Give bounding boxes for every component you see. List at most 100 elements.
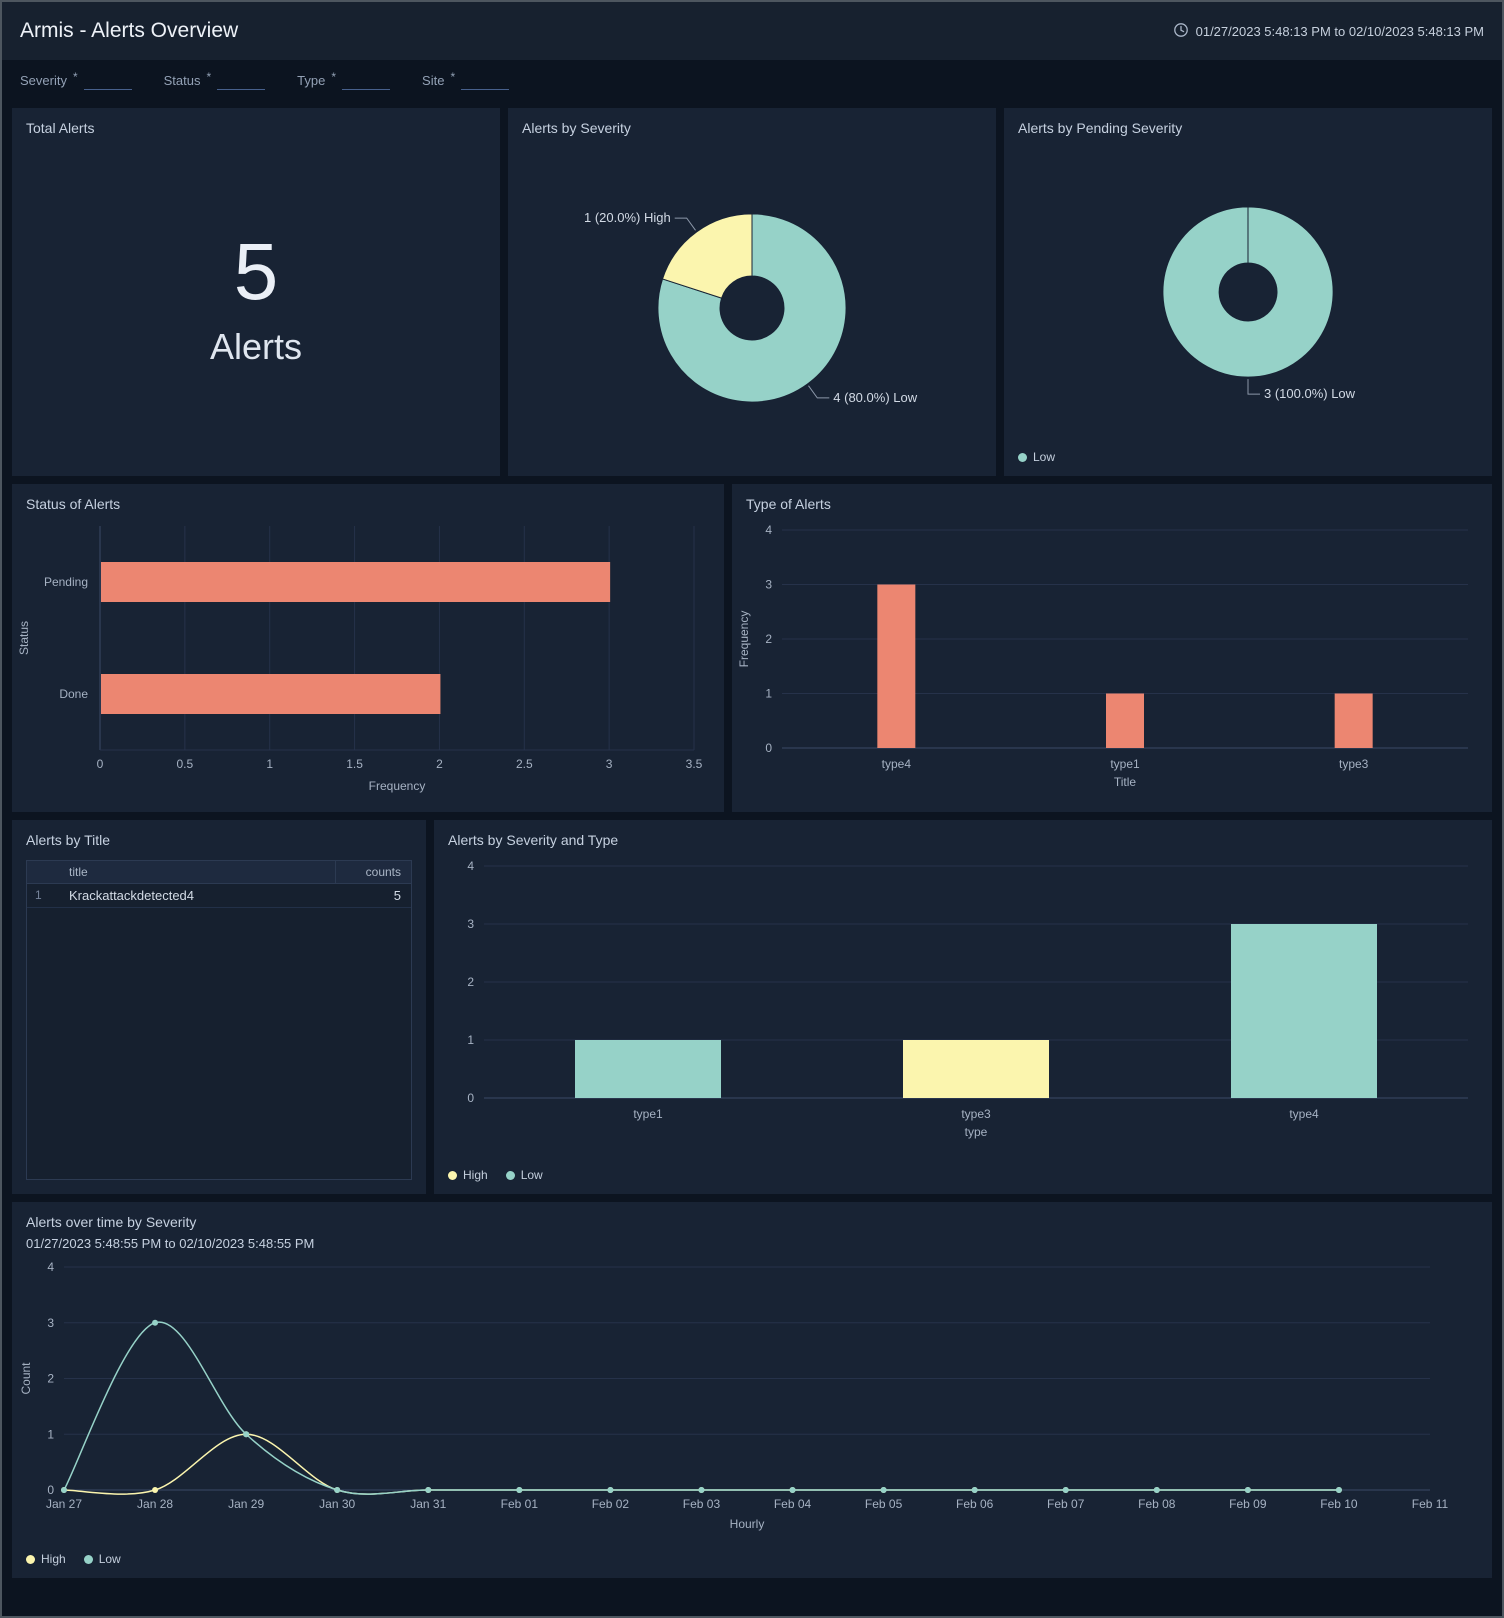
svg-text:Done: Done: [59, 687, 88, 701]
svg-text:Feb 07: Feb 07: [1047, 1497, 1085, 1511]
svg-text:4 (80.0%) Low: 4 (80.0%) Low: [833, 390, 917, 405]
filter-site-label: Site: [422, 73, 445, 88]
panel-title: Total Alerts: [26, 120, 95, 136]
legend-label: Low: [520, 1168, 543, 1182]
filter-severity: Severity *: [20, 70, 132, 90]
svg-text:Feb 11: Feb 11: [1412, 1497, 1449, 1511]
svg-text:Frequency: Frequency: [737, 611, 751, 668]
legend-item-high[interactable]: High: [26, 1552, 66, 1566]
total-alerts-unit: Alerts: [209, 326, 303, 367]
svg-text:Feb 10: Feb 10: [1320, 1497, 1358, 1511]
svg-text:Hourly: Hourly: [730, 1517, 765, 1531]
clock-icon: [1173, 22, 1189, 41]
svg-text:Feb 03: Feb 03: [683, 1497, 721, 1511]
date-range-picker[interactable]: 01/27/2023 5:48:13 PM to 02/10/2023 5:48…: [1173, 22, 1484, 41]
chart-legend: High Low: [434, 1162, 1492, 1194]
alerts-over-time-line-chart[interactable]: 0 1 2 3 4 Jan 27 Jan 28 Jan 29 Jan 30 Jan 31 Feb 0…: [12, 1255, 1492, 1546]
total-alerts-value-block: 5 Alerts: [12, 124, 500, 476]
table-header-title[interactable]: title: [69, 865, 88, 879]
panel-title: Alerts by Title: [26, 832, 111, 848]
svg-text:Feb 09: Feb 09: [1229, 1497, 1267, 1511]
svg-text:Jan 27: Jan 27: [46, 1497, 82, 1511]
legend-label: Low: [98, 1552, 121, 1566]
panel-title: Alerts over time by Severity: [26, 1214, 197, 1230]
svg-text:Count: Count: [19, 1362, 33, 1395]
filter-bar: Severity * Status * Type * Site *: [2, 60, 1502, 102]
date-range-text: 01/27/2023 5:48:13 PM to 02/10/2023 5:48…: [1195, 23, 1484, 39]
legend-item-high[interactable]: High: [448, 1168, 488, 1182]
top-bar: Armis - Alerts Overview 01/27/2023 5:48:…: [2, 2, 1502, 60]
panel-title: Alerts by Severity: [522, 120, 631, 136]
svg-text:Feb 05: Feb 05: [865, 1497, 903, 1511]
table-header-counts[interactable]: counts: [335, 861, 411, 883]
filter-type: Type *: [297, 70, 391, 90]
legend-item-low[interactable]: Low: [505, 1168, 543, 1182]
panel-alerts-by-title: Alerts by Title title counts 1 Krackattac…: [12, 820, 426, 1194]
svg-text:type3: type3: [1339, 757, 1369, 771]
svg-text:1: 1: [467, 1033, 474, 1047]
panel-title: Alerts by Severity and Type: [448, 832, 619, 848]
svg-text:Frequency: Frequency: [369, 779, 426, 793]
svg-text:4: 4: [467, 859, 474, 873]
svg-text:type4: type4: [1289, 1107, 1319, 1121]
alerts-by-severity-and-type-bar-chart[interactable]: 0 1 2 3 4 type1 type3 type4 type: [434, 852, 1492, 1162]
svg-text:type: type: [965, 1125, 988, 1139]
table-row[interactable]: 1 Krackattackdetected4 5: [27, 884, 411, 908]
type-of-alerts-bar-chart[interactable]: 0 1 2 3 4 type4 type1 type3 Title Frequency: [732, 516, 1492, 812]
panel-subtitle: 01/27/2023 5:48:55 PM to 02/10/2023 5:48…: [26, 1236, 315, 1251]
svg-text:0: 0: [97, 757, 104, 771]
panel-alerts-over-time: Alerts over time by Severity 01/27/2023 …: [12, 1202, 1492, 1578]
svg-text:0.5: 0.5: [177, 757, 194, 771]
svg-text:4: 4: [47, 1260, 54, 1274]
svg-text:4: 4: [765, 523, 772, 537]
svg-text:Title: Title: [1114, 775, 1137, 789]
severity-filter-input[interactable]: [83, 70, 132, 90]
svg-text:Feb 01: Feb 01: [501, 1497, 539, 1511]
svg-text:type1: type1: [633, 1107, 663, 1121]
legend-label: Low: [1033, 450, 1056, 464]
svg-text:0: 0: [47, 1483, 54, 1497]
svg-text:0: 0: [765, 741, 772, 755]
status-of-alerts-bar-chart[interactable]: 0 0.5 1 1.5 2 2.5 3 3.5 Pending Done Frequency Stat…: [12, 516, 724, 812]
svg-text:3: 3: [765, 578, 772, 592]
legend-label: High: [463, 1168, 488, 1182]
svg-text:Feb 02: Feb 02: [592, 1497, 630, 1511]
legend-dot-low: [83, 1554, 93, 1564]
svg-text:Jan 31: Jan 31: [410, 1497, 446, 1511]
panel-type-of-alerts: Type of Alerts 0 1 2 3 4 type4 type1 type3 Title…: [732, 484, 1492, 812]
dashboard-content: Total Alerts 5 Alerts Alerts by Severity…: [2, 102, 1502, 1588]
filter-type-label: Type: [297, 73, 326, 88]
filter-severity-label: Severity: [20, 73, 67, 88]
alerts-by-title-table: title counts 1 Krackattackdetected4 5: [26, 860, 412, 1180]
type-filter-input[interactable]: [342, 70, 391, 90]
svg-text:type3: type3: [961, 1107, 991, 1121]
table-header-index: [27, 861, 63, 883]
svg-text:Pending: Pending: [44, 575, 88, 589]
required-asterisk: *: [206, 70, 212, 84]
panel-total-alerts: Total Alerts 5 Alerts: [12, 108, 500, 476]
panel-title: Alerts by Pending Severity: [1018, 120, 1183, 136]
alerts-by-pending-severity-donut-chart[interactable]: 3 (100.0%) Low: [1004, 140, 1492, 444]
svg-text:Jan 28: Jan 28: [137, 1497, 173, 1511]
legend-item-low[interactable]: Low: [83, 1552, 121, 1566]
status-filter-input[interactable]: [217, 70, 266, 90]
alerts-by-severity-donut-chart[interactable]: 4 (80.0%) Low 1 (20.0%) High: [508, 140, 996, 476]
svg-text:1: 1: [765, 687, 772, 701]
chart-legend: Low: [1004, 444, 1492, 476]
svg-text:2.5: 2.5: [516, 757, 533, 771]
svg-text:Jan 29: Jan 29: [228, 1497, 264, 1511]
legend-item-low[interactable]: Low: [1018, 450, 1055, 464]
panel-status-of-alerts: Status of Alerts 0 0.5 1 1.5 2 2.5 3 3.5 Pending…: [12, 484, 724, 812]
panel-alerts-by-pending-severity: Alerts by Pending Severity 3 (100.0%) Lo…: [1004, 108, 1492, 476]
svg-text:3: 3: [467, 917, 474, 931]
site-filter-input[interactable]: [461, 70, 510, 90]
legend-dot-high: [26, 1554, 35, 1564]
table-header: title counts: [27, 861, 411, 884]
svg-text:2: 2: [47, 1372, 54, 1386]
filter-status: Status *: [164, 70, 266, 90]
panel-title: Type of Alerts: [746, 496, 831, 512]
svg-text:3: 3: [47, 1316, 54, 1330]
svg-text:1.5: 1.5: [346, 757, 363, 771]
filter-site: Site *: [422, 70, 510, 90]
legend-dot-high: [448, 1170, 457, 1180]
